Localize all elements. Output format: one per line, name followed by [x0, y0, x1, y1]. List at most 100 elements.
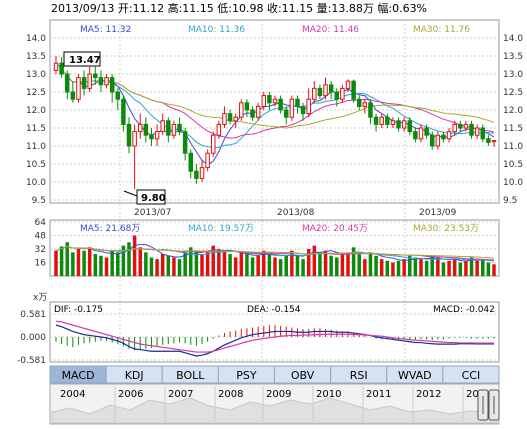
volume-bars [54, 235, 496, 276]
x-label-aug: 2013/08 [277, 208, 315, 218]
tab-label: BOLL [176, 369, 205, 382]
volume-bar [267, 254, 272, 276]
volume-bar [160, 254, 165, 276]
volume-bar [76, 249, 81, 276]
low-marker-line [123, 190, 138, 197]
candle-body [328, 84, 334, 93]
candle-body [312, 87, 317, 100]
price-tick-right: 11.5 [503, 124, 523, 134]
candle-body [233, 116, 238, 122]
volume-bar [306, 249, 311, 276]
candle-body [126, 123, 132, 147]
candle-body [199, 167, 205, 179]
candle-body [160, 120, 165, 133]
candle-body [340, 87, 345, 100]
candle-body [334, 91, 340, 100]
candle-body [435, 134, 441, 147]
volume-bar [458, 262, 463, 276]
volume-bar [211, 245, 215, 276]
volume-bar [116, 252, 120, 276]
volume-bar [239, 252, 244, 276]
candle-body [396, 120, 401, 129]
candle-body [81, 77, 87, 89]
year-label: 2004 [60, 389, 85, 400]
candle-body [239, 102, 244, 118]
volume-tick: 64 [35, 218, 47, 228]
volume-bar [486, 262, 491, 276]
price-tick-left: 11.5 [26, 124, 46, 134]
price-legend-ma10: MA10: 11.36 [188, 25, 245, 35]
macd-axis-left: 0.581 0.000 -0.581 [17, 310, 46, 366]
candle-body [491, 140, 497, 143]
tab-label: CCI [462, 369, 481, 382]
volume-bar [447, 260, 451, 276]
price-legend-ma20: MA20: 11.46 [302, 25, 359, 35]
volume-bar [228, 254, 232, 276]
volume-bar [385, 260, 390, 276]
tab-label: MACD [62, 369, 95, 382]
candle-body [379, 116, 384, 125]
volume-bar [217, 249, 221, 276]
volume-legend-ma5: MA5: 21.68万 [80, 224, 140, 234]
year-label: 201 [466, 389, 485, 400]
candle-body [70, 91, 76, 100]
year-label: 2006 [118, 389, 143, 400]
candle-body [121, 98, 126, 125]
candle-body [255, 105, 261, 118]
volume-bar [200, 254, 204, 276]
candle-body [289, 98, 295, 118]
candle-body [137, 123, 143, 133]
candle-body [182, 131, 188, 154]
price-legend-ma30: MA30: 11.76 [413, 25, 470, 35]
candle-body [469, 123, 474, 136]
volume-bar [144, 252, 148, 276]
volume-bar [475, 260, 479, 276]
candle-body [76, 77, 81, 100]
candle-body [171, 123, 177, 136]
price-tick-left: 11.0 [26, 142, 46, 152]
volume-bar [65, 242, 69, 276]
candle-body [323, 84, 328, 97]
volume-bar [132, 235, 137, 276]
price-tick-right: 12.0 [503, 106, 523, 116]
tab-cci[interactable] [442, 365, 500, 384]
volume-bar [452, 259, 457, 276]
candle-body [441, 134, 446, 140]
tab-label: WVAD [398, 369, 432, 382]
price-legend-ma5: MA5: 11.32 [80, 25, 131, 35]
volume-bar [284, 255, 288, 276]
volume-bar [396, 260, 401, 276]
volume-bar [183, 250, 187, 276]
candle-body [351, 80, 356, 100]
volume-legend-ma20: MA20: 20.45万 [302, 224, 368, 234]
volume-bar [368, 252, 373, 276]
volume-bar [177, 259, 182, 276]
candle-body [132, 131, 137, 147]
volume-bar [222, 250, 227, 276]
candle-body [390, 120, 396, 125]
candle-body [463, 123, 469, 129]
candle-body [401, 120, 407, 129]
macd-dif-label: DIF: -0.175 [54, 305, 103, 315]
volume-ma10-line [55, 245, 495, 262]
candle-body [368, 102, 373, 118]
price-tick-right: 10.5 [503, 160, 523, 170]
price-tick-right: 9.5 [503, 196, 517, 206]
indicator-tabs: MACD KDJ BOLL PSY OBV RSI WVAD CCI [49, 365, 500, 384]
price-tick-right: 13.0 [503, 70, 523, 80]
macd-dea-label: DEA: -0.154 [247, 305, 301, 315]
candle-body [261, 95, 267, 107]
volume-bar [408, 255, 412, 276]
volume-bar [194, 250, 199, 276]
volume-bar [99, 255, 103, 276]
volume-bar [469, 257, 474, 276]
candle-body [210, 134, 216, 154]
price-tick-left: 14.0 [26, 34, 46, 44]
candle-body [149, 134, 154, 140]
price-panel-frame [49, 19, 500, 204]
volume-bar [424, 260, 429, 276]
macd-dif-line [55, 324, 494, 357]
candle-body [458, 123, 463, 129]
price-tick-right: 11.0 [503, 142, 523, 152]
candle-body [362, 102, 368, 107]
